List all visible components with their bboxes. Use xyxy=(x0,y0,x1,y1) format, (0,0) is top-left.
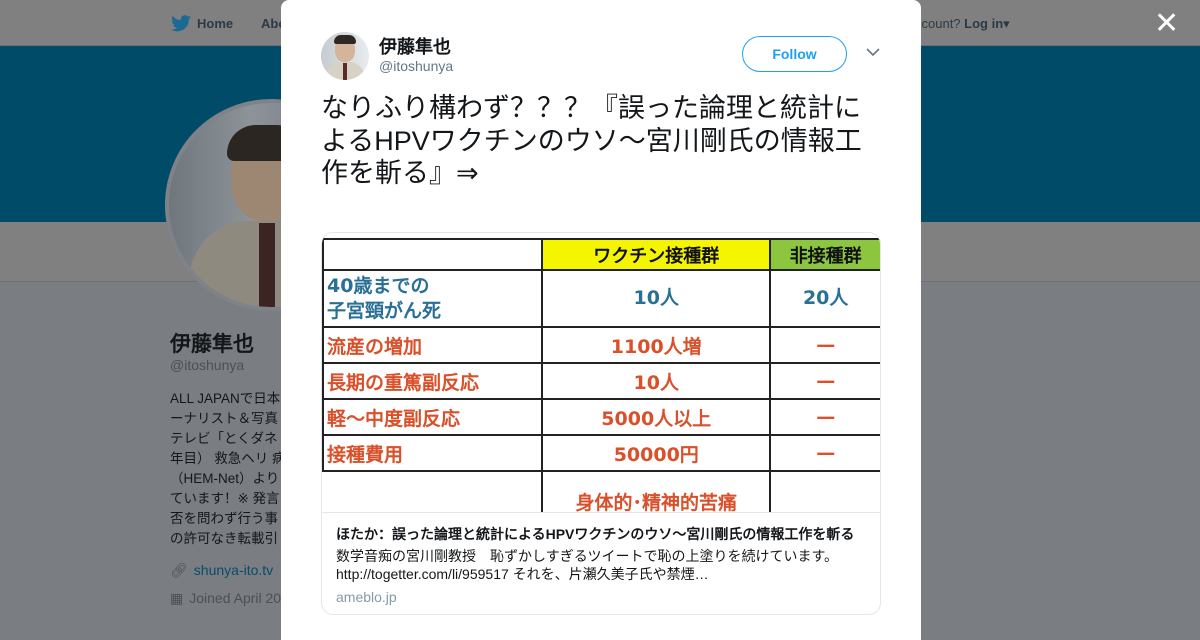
vaccine-table-image: ワクチン接種群 非接種群 40歳までの 子宮頸がん死 10人 20人 流産の増加 11… xyxy=(322,238,880,512)
table-cell: 軽～中度副反応 xyxy=(322,398,544,436)
nav-home-label: Home xyxy=(197,16,234,31)
link-card[interactable]: ワクチン接種群 非接種群 40歳までの 子宮頸がん死 10人 20人 流産の増加 11… xyxy=(321,232,881,615)
card-image[interactable]: ワクチン接種群 非接種群 40歳までの 子宮頸がん死 10人 20人 流産の増加 11… xyxy=(322,233,880,512)
table-cell: 接種費用 xyxy=(322,434,544,472)
bio-line: テレビ「とくダネ xyxy=(170,431,278,446)
card-body[interactable]: ほたか：誤った論理と統計によるHPVワクチンのウソ～宮川剛氏の情報工作を斬る 数… xyxy=(322,512,880,614)
nav-about[interactable]: Abo xyxy=(261,16,287,31)
profile-link[interactable]: 🔗︎ shunya-ito.tv xyxy=(170,562,281,579)
table-cell xyxy=(323,470,544,512)
joined-text: Joined April 20 xyxy=(189,590,281,606)
profile-link-text[interactable]: shunya-ito.tv xyxy=(193,562,274,578)
table-cell: — xyxy=(769,362,880,400)
tweet-modal: 伊藤隼也 @itoshunya Follow なりふり構わず？？？『誤った論理と… xyxy=(281,0,921,640)
table-cell: — xyxy=(769,326,880,364)
link-icon: 🔗︎ xyxy=(170,562,188,578)
table-cell: — xyxy=(769,398,880,436)
login-area: ccount? Log in▾ xyxy=(915,16,1010,32)
table-cell: 流産の増加 xyxy=(322,326,544,364)
calendar-icon: ▦ xyxy=(170,590,184,606)
table-header xyxy=(322,238,544,271)
author-name[interactable]: 伊藤隼也 xyxy=(379,37,451,57)
table-header: ワクチン接種群 xyxy=(541,238,772,271)
table-header: 非接種群 xyxy=(769,238,880,271)
table-cell: 10人 xyxy=(541,269,772,328)
follow-button[interactable]: Follow xyxy=(742,36,847,72)
caret-down-icon: ▾ xyxy=(1003,16,1010,31)
bio-line: 否を問わず行う事 xyxy=(170,511,278,526)
table-cell: 身体的･精神的苦痛 xyxy=(541,470,772,512)
card-description: 数学音痴の宮川剛教授 恥ずかしすぎるツイートで恥の上塗りを続けています。http… xyxy=(336,548,839,582)
author-handle[interactable]: @itoshunya xyxy=(379,58,454,74)
table-cell: 5000人以上 xyxy=(541,398,772,436)
login-button[interactable]: Log in xyxy=(964,16,1004,31)
chevron-down-icon[interactable] xyxy=(865,44,881,60)
table-cell: 長期の重篤副反応 xyxy=(322,362,544,400)
profile-handle: @itoshunya xyxy=(170,357,245,373)
bio-line: （HEM-Net）より xyxy=(170,471,280,486)
account-prompt: ccount? xyxy=(915,16,961,31)
bio-line: の許可なき転載引 xyxy=(170,531,278,546)
table-cell: 50000円 xyxy=(541,434,772,472)
table-cell xyxy=(769,470,880,512)
nav-home[interactable]: Home xyxy=(171,15,233,32)
bio-line: ています！※ 発言 xyxy=(170,491,280,506)
tweet-text: なりふり構わず？？？『誤った論理と統計によるHPVワクチンのウソ～宮川剛氏の情報… xyxy=(321,93,862,188)
card-title[interactable]: ほたか：誤った論理と統計によるHPVワクチンのウソ～宮川剛氏の情報工作を斬る xyxy=(336,526,855,542)
table-cell: — xyxy=(769,434,880,472)
table-cell: 10人 xyxy=(541,362,772,400)
bio-line: 年目） 救急ヘリ 病 xyxy=(170,451,281,466)
table-cell: 40歳までの 子宮頸がん死 xyxy=(322,269,544,328)
bio-line: ーナリスト＆写真 xyxy=(170,411,278,426)
card-domain: ameblo.jp xyxy=(336,589,397,605)
profile-joined: ▦ Joined April 20 xyxy=(170,590,281,607)
author-avatar[interactable] xyxy=(321,32,369,80)
table-cell: 20人 xyxy=(769,269,880,328)
profile-bio: ALL JAPANで日本 ーナリスト＆写真 テレビ「とくダネ 年目） 救急ヘリ … xyxy=(170,389,281,549)
bio-line: ALL JAPANで日本 xyxy=(170,391,281,406)
close-icon[interactable]: ✕ xyxy=(1154,7,1180,40)
table-cell: 1100人増 xyxy=(541,326,772,364)
twitter-bird-icon xyxy=(171,15,191,32)
profile-name: 伊藤隼也 xyxy=(170,333,254,356)
